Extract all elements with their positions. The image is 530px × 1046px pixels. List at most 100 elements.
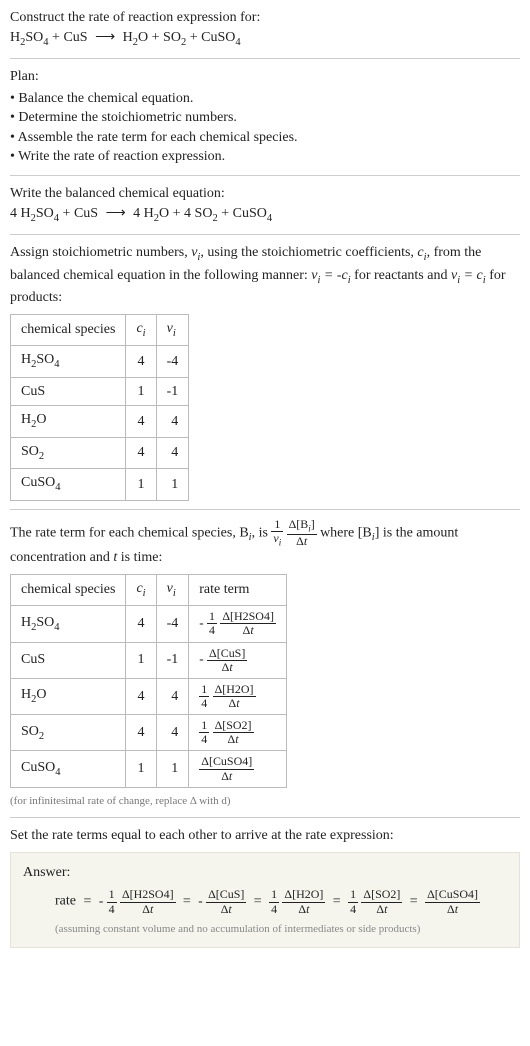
equals: = [406,894,422,909]
cell-c: 4 [126,678,156,714]
cell-species: H2O [11,406,126,437]
prompt-equation: H2SO4 + CuS ⟶ H2O + SO2 + CuSO4 [10,28,520,50]
delta-frac: Δ[CuSO4]Δt [199,755,254,782]
balanced-equation: 4 H2SO4 + CuS ⟶ 4 H2O + 4 SO2 + CuSO4 [10,204,520,226]
rateterm-footnote: (for infinitesimal rate of change, repla… [10,794,520,809]
plus: + [173,206,184,221]
species: H2O [123,30,149,45]
cell-c: 1 [126,642,156,678]
coef-frac: 14 [199,683,209,710]
final-section: Set the rate terms equal to each other t… [10,826,520,948]
cell-rate: 14 Δ[H2O]Δt [189,678,287,714]
neg: - [199,651,203,666]
cell-nu: 1 [156,469,189,500]
cell-rate: - Δ[CuS]Δt [189,642,287,678]
rateterm-table: chemical species ci νi rate term H2SO4 4… [10,574,287,788]
text: is time: [117,550,162,565]
coef-frac: 14 [207,610,217,637]
table-row: H2O 4 4 14 Δ[H2O]Δt [11,678,287,714]
plus: + [52,30,63,45]
delta-frac: Δ[SO2]Δt [361,888,402,915]
rate-label: rate [55,894,76,909]
cell-nu: 4 [156,678,189,714]
neg: - [99,893,103,908]
neg: - [198,893,202,908]
rate-expression: rate = - 14 Δ[H2SO4]Δt = - Δ[CuS]Δt = 14… [23,888,507,915]
text: , is [252,525,272,540]
neg: - [199,615,203,630]
prompt-title: Construct the rate of reaction expressio… [10,8,520,28]
table-row: CuSO4 1 1 Δ[CuSO4]Δt [11,751,287,787]
arrow-icon: ⟶ [91,30,119,45]
coef: 4 [133,206,140,221]
stoich-section: Assign stoichiometric numbers, νi, using… [10,243,520,501]
col-rate: rate term [189,574,287,605]
delta-frac: Δ[CuS]Δt [206,888,246,915]
plus: + [63,206,74,221]
balanced-title: Write the balanced chemical equation: [10,184,520,204]
equals: = [329,894,345,909]
coef-frac: 14 [199,719,209,746]
species: CuSO4 [233,206,272,221]
cell-nu: 4 [156,437,189,468]
cell-species: H2SO4 [11,606,126,642]
table-row: CuSO4 1 1 [11,469,189,500]
nu-i: νi [191,245,200,260]
arrow-icon: ⟶ [102,206,130,221]
answer-box: Answer: rate = - 14 Δ[H2SO4]Δt = - Δ[CuS… [10,852,520,948]
cell-c: 1 [126,377,156,406]
delta-frac: Δ[CuS]Δt [207,647,247,674]
frac: 1νi [271,518,283,548]
table-row: H2SO4 4 -4 [11,346,189,377]
species: SO2 [163,30,186,45]
cell-species: CuSO4 [11,469,126,500]
term: - 14 Δ[H2SO4]Δt [99,893,179,908]
rateterm-section: The rate term for each chemical species,… [10,518,520,809]
general-rate-term: 1νi Δ[Bi]Δt [271,524,320,539]
text: , using the stoichiometric coefficients, [200,245,417,260]
text: The rate term for each chemical species,… [10,525,249,540]
cell-nu: 1 [156,751,189,787]
delta-frac: Δ[H2O]Δt [213,683,256,710]
plan-item: Assemble the rate term for each chemical… [10,128,520,148]
term: 14 Δ[H2O]Δt [269,893,329,908]
cell-species: H2O [11,678,126,714]
answer-label: Answer: [23,863,507,883]
species: H2SO4 [21,206,60,221]
stoich-intro: Assign stoichiometric numbers, νi, using… [10,243,520,308]
plan-item: Write the rate of reaction expression. [10,147,520,167]
cell-c: 4 [126,437,156,468]
rule: νi = -ci [311,268,350,283]
balanced-section: Write the balanced chemical equation: 4 … [10,184,520,226]
species: CuS [63,30,87,45]
prompt-section: Construct the rate of reaction expressio… [10,8,520,50]
plan-item: Determine the stoichiometric numbers. [10,108,520,128]
cell-c: 4 [126,715,156,751]
cell-c: 1 [126,469,156,500]
delta-frac: Δ[H2SO4]Δt [220,610,276,637]
cell-species: H2SO4 [11,346,126,377]
cell-nu: -4 [156,606,189,642]
stoich-table: chemical species ci νi H2SO4 4 -4 CuS 1 … [10,314,189,501]
cell-species: SO2 [11,437,126,468]
cell-c: 4 [126,346,156,377]
equals: = [179,894,195,909]
divider [10,58,520,59]
plan-section: Plan: Balance the chemical equation. Det… [10,67,520,167]
table-row: H2O 4 4 [11,406,189,437]
col-ci: ci [126,314,156,345]
table-row: CuS 1 -1 - Δ[CuS]Δt [11,642,287,678]
c-i: ci [417,245,426,260]
cell-c: 1 [126,751,156,787]
term: 14 Δ[SO2]Δt [348,893,406,908]
divider [10,234,520,235]
divider [10,817,520,818]
term: - Δ[CuS]Δt [198,893,249,908]
delta-frac: Δ[CuSO4]Δt [425,888,480,915]
species: CuS [74,206,98,221]
col-nui: νi [156,574,189,605]
term: Δ[CuSO4]Δt [425,893,480,908]
species: H2O [144,206,170,221]
table-row: SO2 4 4 14 Δ[SO2]Δt [11,715,287,751]
species: CuSO4 [201,30,240,45]
